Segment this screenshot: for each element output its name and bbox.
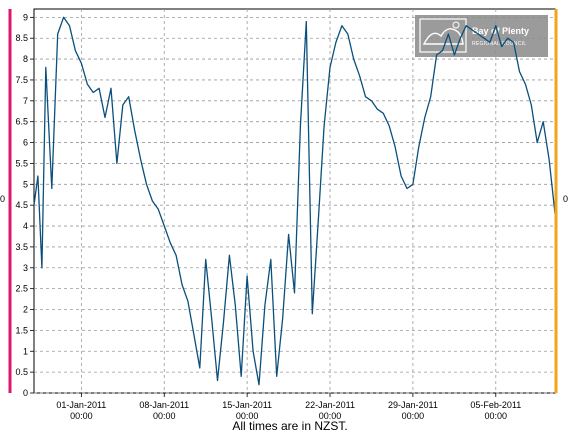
grid-lines <box>34 9 555 394</box>
right-axis-label: 0 <box>563 194 568 204</box>
x-tick-time: 00:00 <box>153 411 176 421</box>
x-tick-time: 00:00 <box>319 411 342 421</box>
y-tick-label: 0.5 <box>15 367 28 377</box>
x-tick-time: 00:00 <box>485 411 508 421</box>
y-tick-label: 9 <box>23 12 28 22</box>
x-tick-date: 22-Jan-2011 <box>305 400 355 410</box>
logo-name: Bay of Plenty <box>472 26 529 36</box>
logo-sun-icon <box>452 21 460 29</box>
x-tick-time: 00:00 <box>402 411 425 421</box>
y-tick-label: 8.5 <box>15 33 28 43</box>
x-tick-time: 00:00 <box>70 411 93 421</box>
y-tick-label: 0 <box>23 388 28 398</box>
y-tick-label: 5 <box>23 179 28 189</box>
logo-subtitle: REGIONAL COUNCIL <box>472 41 526 47</box>
plot-area <box>33 8 556 394</box>
y-tick-label: 2 <box>23 305 28 315</box>
y-tick-label: 4.5 <box>15 200 28 210</box>
y-tick-label: 7.5 <box>15 75 28 85</box>
y-tick-label: 1 <box>23 346 28 356</box>
x-tick-time: 00:00 <box>236 411 259 421</box>
time-zone-note: All times are in NZST. <box>232 419 347 433</box>
y-tick-label: 6 <box>23 138 28 148</box>
series-line <box>33 16 556 386</box>
y-tick-label: 2.5 <box>15 284 28 294</box>
y-tick-label: 3 <box>23 263 28 273</box>
x-tick-date: 29-Jan-2011 <box>388 400 438 410</box>
x-tick-date: 15-Jan-2011 <box>222 400 272 410</box>
left-axis-label: 0 <box>0 194 5 204</box>
y-axis-ticks: 0 0.5 1 1.5 2 2.5 3 3.5 4 4.5 5 5.5 6 6.5 7 7.5 8 8.5 9 <box>15 12 34 398</box>
logo-emblem-icon <box>422 28 464 45</box>
y-tick-label: 7 <box>23 96 28 106</box>
y-tick-label: 6.5 <box>15 117 28 127</box>
x-tick-date: 08-Jan-2011 <box>139 400 189 410</box>
y-tick-label: 4 <box>23 221 28 231</box>
y-tick-label: 5.5 <box>15 158 28 168</box>
y-tick-label: 8 <box>23 54 28 64</box>
y-tick-label: 3.5 <box>15 242 28 252</box>
y-tick-label: 1.5 <box>15 325 28 335</box>
x-tick-date: 05-Feb-2011 <box>470 400 521 410</box>
x-axis-ticks: 01-Jan-201100:0008-Jan-201100:0015-Jan-2… <box>56 393 521 421</box>
logo-emblem-frame <box>419 18 467 53</box>
x-tick-date: 01-Jan-2011 <box>56 400 106 410</box>
